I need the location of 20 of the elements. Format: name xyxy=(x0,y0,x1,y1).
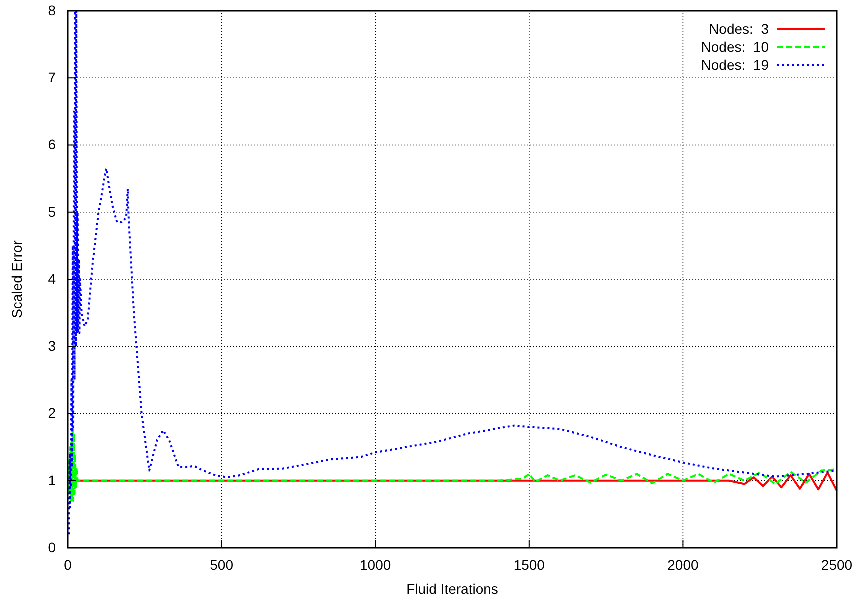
legend-label: Nodes: 3 xyxy=(709,21,770,37)
x-tick-label: 500 xyxy=(210,556,234,573)
legend-label: Nodes: 10 xyxy=(701,39,770,55)
y-tick-label: 4 xyxy=(48,270,56,287)
x-tick-label: 1000 xyxy=(360,556,392,573)
y-tick-label: 6 xyxy=(48,136,56,153)
x-tick-label: 1500 xyxy=(514,556,546,573)
x-tick-label: 0 xyxy=(64,556,72,573)
x-tick-label: 2500 xyxy=(821,556,853,573)
y-tick-label: 1 xyxy=(48,472,56,488)
y-tick-label: 5 xyxy=(48,204,56,220)
y-axis-title: Scaled Error xyxy=(9,240,25,318)
x-tick-label: 2000 xyxy=(668,556,699,573)
y-tick-label: 7 xyxy=(48,70,56,86)
y-tick-label: 8 xyxy=(48,2,56,18)
y-tick-label: 3 xyxy=(48,338,56,354)
y-tick-label: 2 xyxy=(48,405,56,422)
y-tick-label: 0 xyxy=(48,539,56,556)
legend-label: Nodes: 19 xyxy=(701,57,770,73)
x-axis-title: Fluid Iterations xyxy=(406,581,498,597)
